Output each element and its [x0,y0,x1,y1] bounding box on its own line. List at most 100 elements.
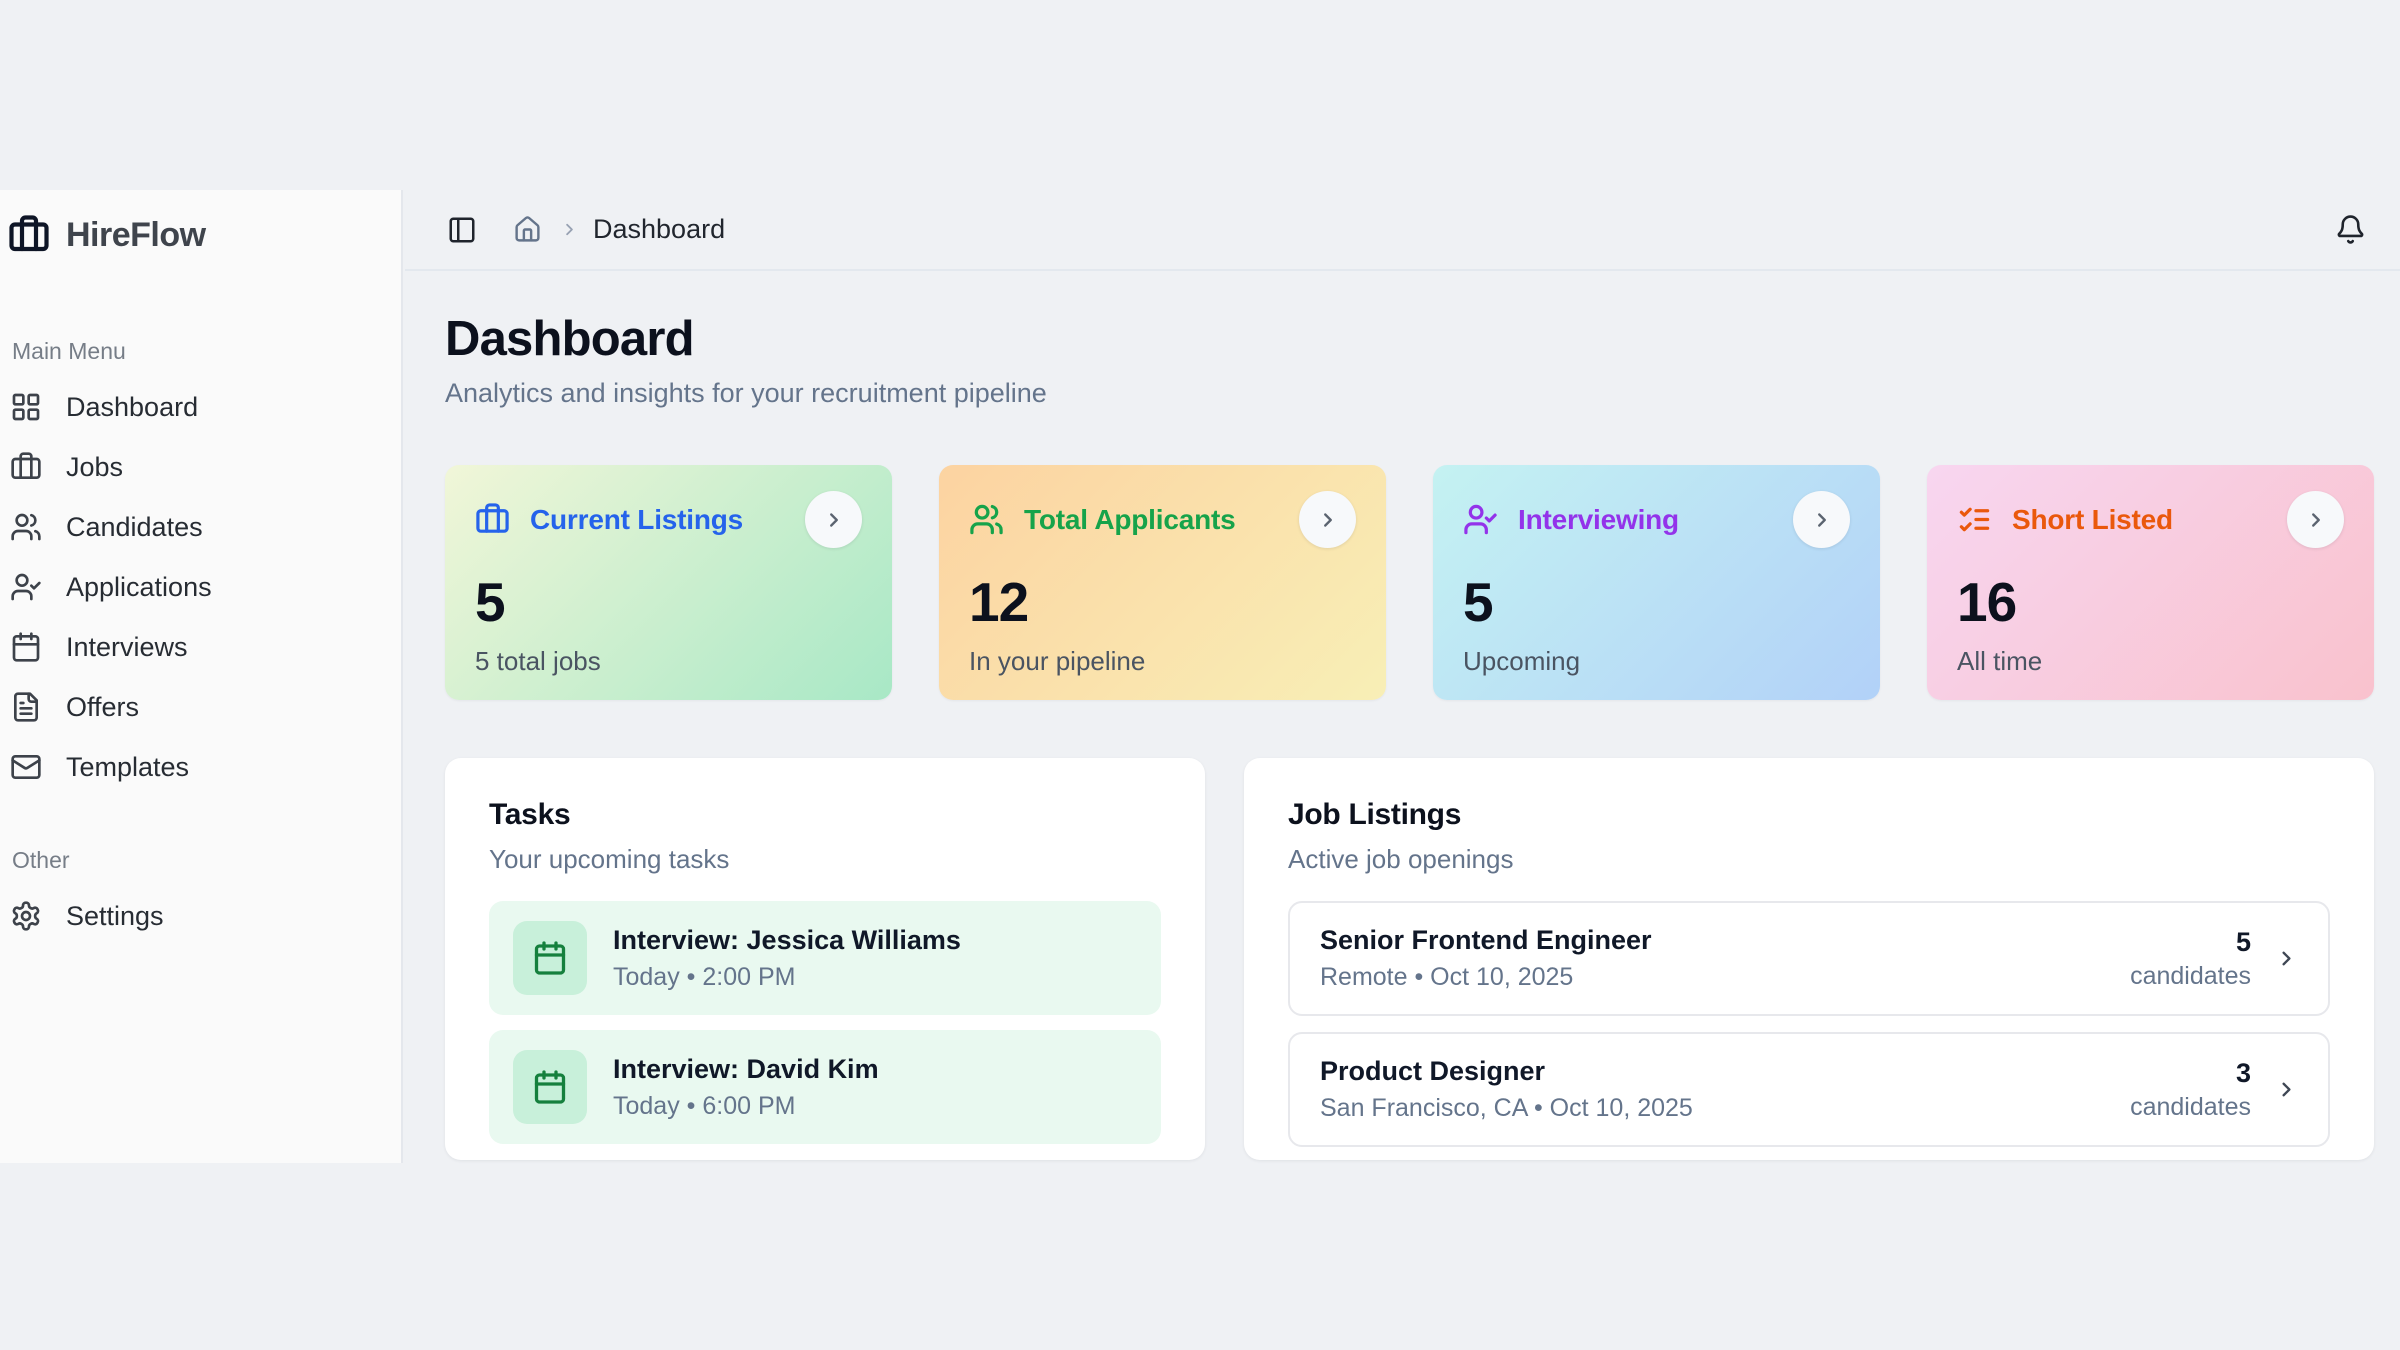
sidebar-section-label-main: Main Menu [12,338,126,364]
notifications-button[interactable] [2335,214,2366,245]
job-listings-panel: Job Listings Active job openings Senior … [1244,758,2374,1160]
job-candidates: 3 candidates [2130,1058,2251,1122]
job-text: Senior Frontend Engineer Remote • Oct 10… [1320,925,1652,992]
chevron-right-icon [1323,512,1332,527]
sidebar-item-offers[interactable]: Offers [8,677,385,737]
stat-caption: In your pipeline [969,646,1146,676]
stat-value: 12 [969,571,1029,633]
task-item[interactable]: Interview: Jessica Williams Today • 2:00… [489,901,1161,1015]
users-icon [970,504,1003,535]
task-text: Interview: David Kim Today • 6:00 PM [613,1054,879,1121]
chevron-right-icon [2275,1078,2298,1101]
task-meta: Today • 6:00 PM [613,1091,796,1120]
briefcase-icon [476,503,509,533]
stat-open-button[interactable] [805,491,862,548]
file-text-icon [14,692,38,722]
briefcase-icon [11,452,41,479]
topbar: Dashboard [405,190,2400,271]
chevron-right-icon [829,512,838,527]
sidebar-item-label: Jobs [66,451,124,482]
content: Dashboard Analytics and insights for you… [405,311,2400,1160]
stat-label: Current Listings [530,503,744,535]
stat-label: Total Applicants [1024,503,1236,535]
sidebar-toggle-button[interactable] [447,215,477,245]
sidebar-item-label: Applications [66,571,212,602]
breadcrumb-separator [560,220,579,239]
list-checks-icon [1959,507,1990,532]
stat-caption: 5 total jobs [475,646,601,676]
calendar-icon [534,1070,566,1104]
sidebar-item-applications[interactable]: Applications [8,557,385,617]
stat-card-interviewing[interactable]: Interviewing 5 Upcoming [1433,465,1880,700]
stats-row: Current Listings 5 5 total jobs Total Ap… [445,465,2374,700]
job-candidate-label: candidates [2130,961,2251,990]
stat-card-short-listed[interactable]: Short Listed 16 All time [1927,465,2374,700]
user-check-icon [1464,504,1497,535]
stat-caption: Upcoming [1463,646,1581,676]
sidebar-item-label: Templates [66,751,190,782]
job-candidates: 5 candidates [2130,927,2251,991]
stat-open-button[interactable] [2287,491,2344,548]
bell-icon [2337,215,2364,244]
sidebar-item-dashboard[interactable]: Dashboard [8,377,385,437]
task-icon-tile [513,921,587,995]
job-candidate-count: 3 [2235,1057,2251,1088]
stat-label: Interviewing [1518,503,1679,535]
sidebar: HireFlow Main Menu Dashboard Jobs Candid… [0,190,403,1163]
tasks-panel: Tasks Your upcoming tasks Interview: Jes… [445,758,1205,1160]
job-meta: Remote • Oct 10, 2025 [1320,963,1574,991]
layout-grid-icon [12,393,40,421]
briefcase-logo-icon [8,214,50,256]
chevron-right-icon [1817,512,1826,527]
job-listings-subtitle: Active job openings [1288,844,1514,874]
gear-icon [12,901,40,931]
stat-open-button[interactable] [1793,491,1850,548]
chevron-right-icon [2311,512,2320,527]
sidebar-item-settings[interactable]: Settings [8,886,385,946]
calendar-icon [534,941,566,975]
page-subtitle: Analytics and insights for your recruitm… [445,378,1047,408]
breadcrumb-home-link[interactable] [513,215,542,244]
chevron-right-icon [566,223,573,236]
sidebar-item-interviews[interactable]: Interviews [8,617,385,677]
home-icon [515,216,540,242]
breadcrumb-current: Dashboard [593,214,726,244]
job-text: Product Designer San Francisco, CA • Oct… [1320,1056,1693,1123]
job-listing-row[interactable]: Product Designer San Francisco, CA • Oct… [1288,1032,2330,1147]
stat-value: 16 [1957,571,2017,633]
bottom-row: Tasks Your upcoming tasks Interview: Jes… [445,758,2374,1160]
sidebar-item-label: Interviews [66,631,188,662]
tasks-list: Interview: Jessica Williams Today • 2:00… [489,901,1161,1144]
stat-label: Short Listed [2012,503,2173,535]
stat-card-current-listings[interactable]: Current Listings 5 5 total jobs [445,465,892,700]
job-listing-row[interactable]: Senior Frontend Engineer Remote • Oct 10… [1288,901,2330,1016]
sidebar-item-label: Settings [66,900,164,931]
stat-card-header: Short Listed [1957,491,2344,548]
sidebar-item-candidates[interactable]: Candidates [8,497,385,557]
stat-card-header: Total Applicants [969,491,1356,548]
user-check-icon [11,573,41,601]
job-candidate-count: 5 [2235,926,2251,957]
sidebar-item-jobs[interactable]: Jobs [8,437,385,497]
stat-caption: All time [1957,646,2043,676]
sidebar-item-label: Dashboard [66,391,199,422]
job-title: Product Designer [1320,1056,1546,1086]
tasks-subtitle: Your upcoming tasks [489,844,730,874]
task-title: Interview: David Kim [613,1053,879,1084]
job-listings-list: Senior Frontend Engineer Remote • Oct 10… [1288,901,2330,1147]
users-icon [11,513,41,541]
task-meta: Today • 2:00 PM [613,962,796,991]
sidebar-item-templates[interactable]: Templates [8,737,385,797]
job-meta: San Francisco, CA • Oct 10, 2025 [1320,1094,1693,1122]
brand-name: HireFlow [66,215,206,254]
stat-value: 5 [475,571,506,633]
task-item[interactable]: Interview: David Kim Today • 6:00 PM [489,1030,1161,1144]
task-title: Interview: Jessica Williams [613,924,961,955]
stat-card-total-applicants[interactable]: Total Applicants 12 In your pipeline [939,465,1386,700]
brand: HireFlow [8,212,385,258]
calendar-icon [12,632,40,662]
stat-open-button[interactable] [1299,491,1356,548]
sidebar-item-label: Offers [66,691,140,722]
mail-icon [11,754,41,780]
